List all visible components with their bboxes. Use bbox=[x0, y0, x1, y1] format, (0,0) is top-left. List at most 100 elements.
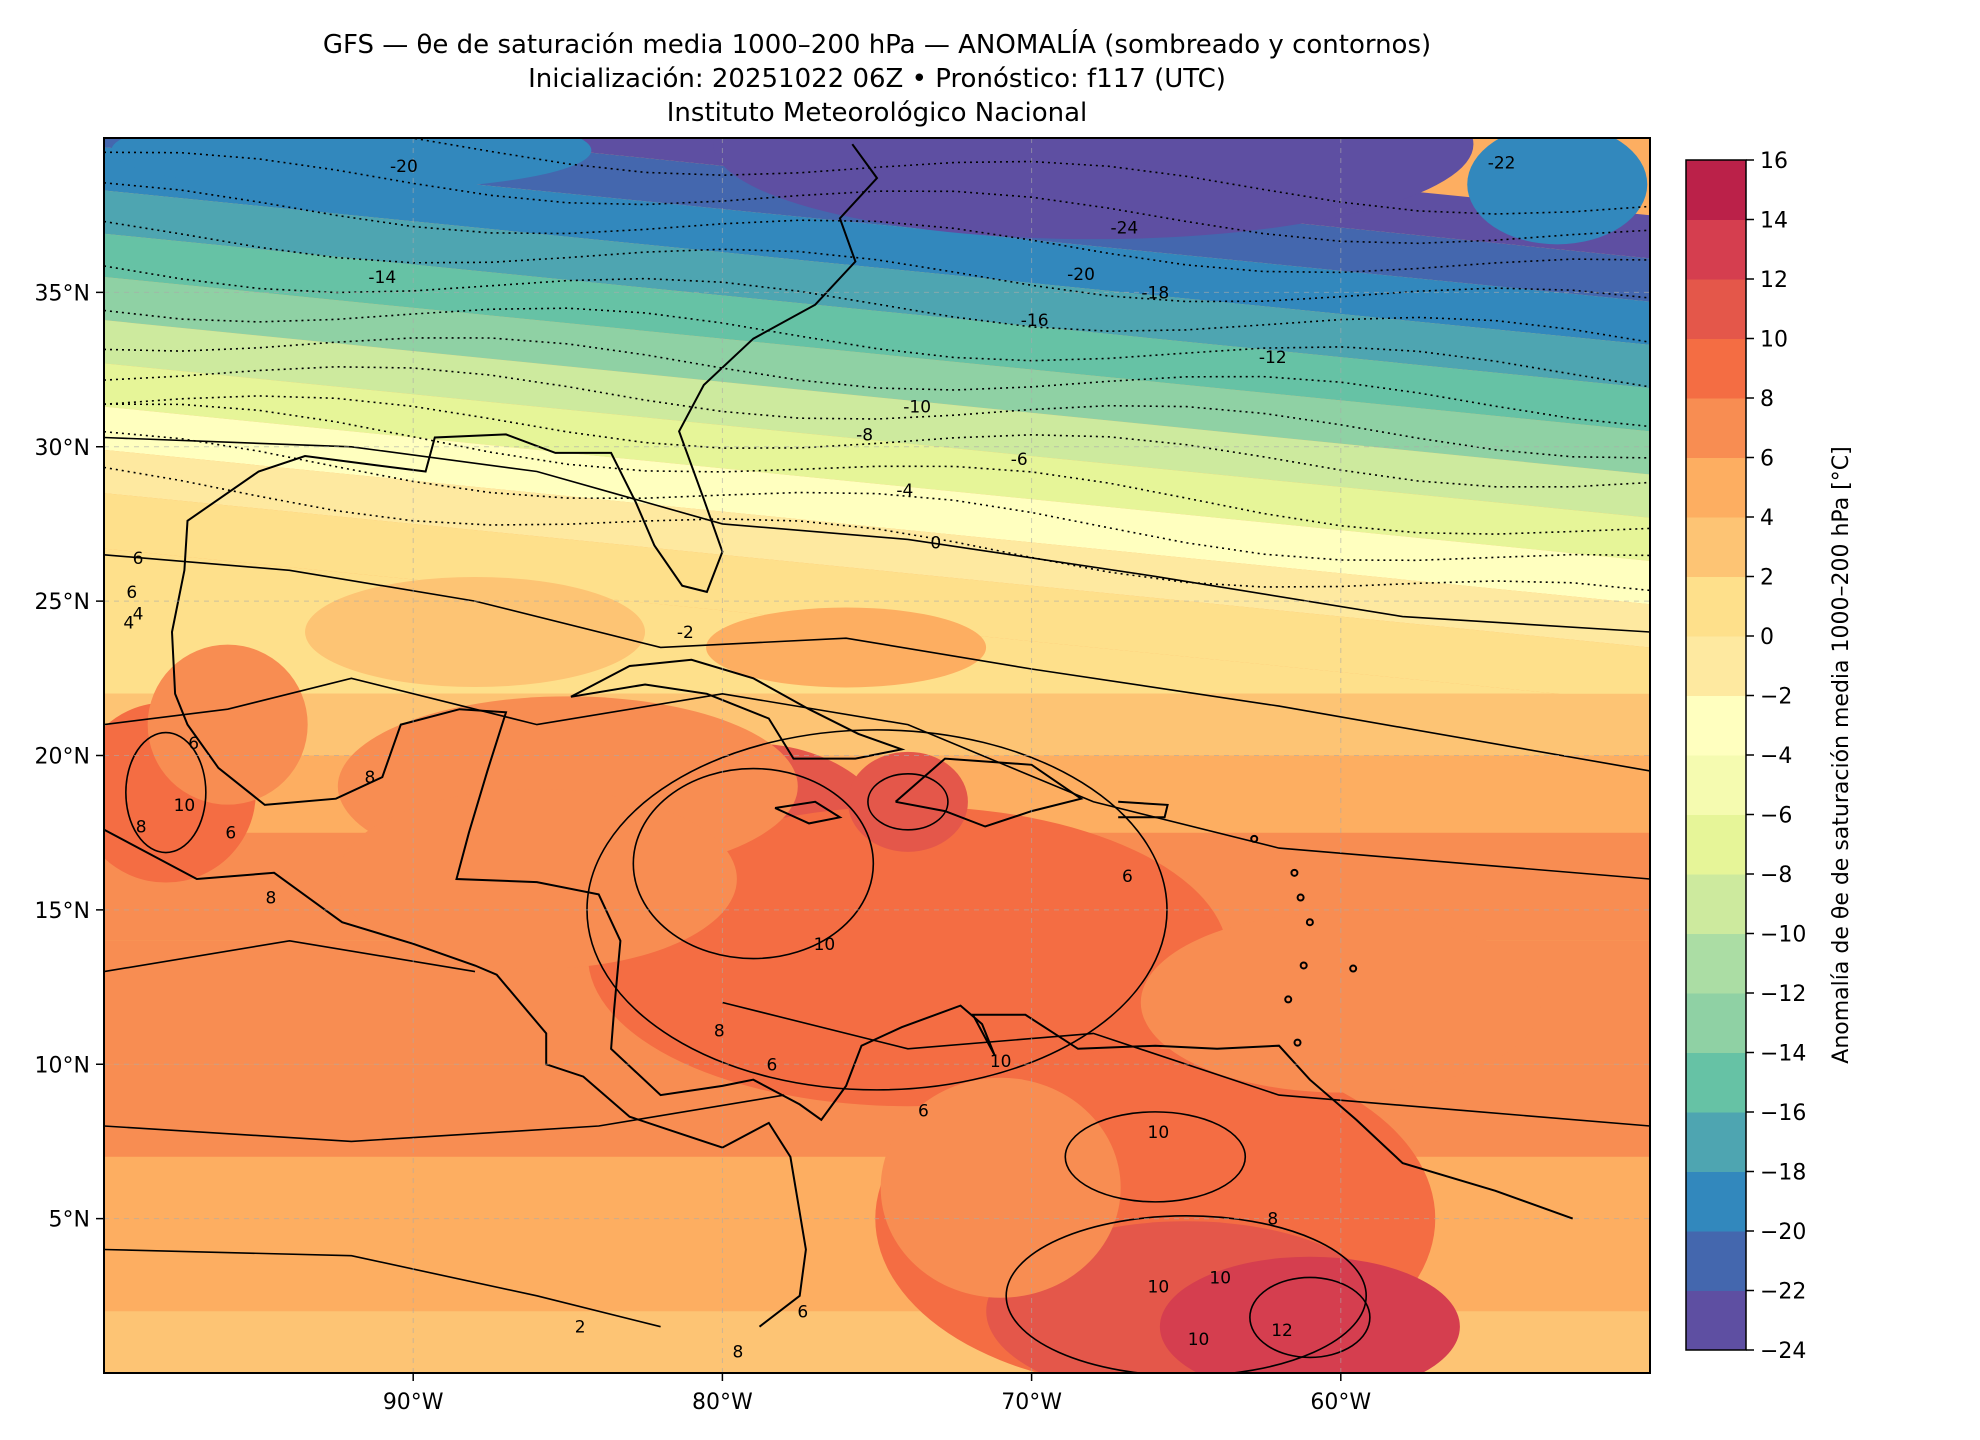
colorbar-band bbox=[1686, 1112, 1746, 1172]
contour-label: 10 bbox=[1209, 1268, 1231, 1288]
contour-label: 10 bbox=[814, 935, 836, 955]
contour-label: -6 bbox=[1011, 450, 1028, 470]
colorbar-tick-label: −16 bbox=[1760, 1101, 1806, 1126]
contour-label: 0 bbox=[930, 533, 941, 553]
colorbar-tick-label: 8 bbox=[1760, 387, 1774, 412]
colorbar-tick-label: 4 bbox=[1760, 506, 1774, 531]
colorbar-bands bbox=[1686, 160, 1746, 1351]
colorbar-band bbox=[1686, 814, 1746, 875]
contour-label: -2 bbox=[677, 623, 694, 643]
lon-tick-label: 90°W bbox=[383, 1390, 444, 1415]
contour-label: 10 bbox=[990, 1052, 1012, 1072]
colorbar-band bbox=[1686, 636, 1746, 696]
contour-label: -10 bbox=[903, 398, 931, 418]
colorbar-tick-label: −10 bbox=[1760, 923, 1806, 948]
contour-label: 6 bbox=[797, 1302, 808, 1322]
contour-label: -20 bbox=[390, 157, 418, 177]
contour-label: 8 bbox=[364, 768, 375, 788]
colorbar-band bbox=[1686, 1171, 1746, 1232]
contour-label: 10 bbox=[174, 796, 196, 816]
lat-tick-label: 30°N bbox=[35, 436, 90, 461]
colorbar-tick-label: −20 bbox=[1760, 1220, 1806, 1245]
contour-label: 6 bbox=[133, 549, 144, 569]
colorbar-band bbox=[1686, 219, 1746, 280]
contour-labels: -20 -22 -24 -20 -18 -14 -16 -12 -10 -8 -6 -4 0 -2 6 10 8… bbox=[123, 154, 1515, 1363]
colorbar-band bbox=[1686, 1290, 1746, 1351]
contour-label: 8 bbox=[136, 818, 147, 838]
colorbar-tick-label: 12 bbox=[1760, 268, 1788, 293]
colorbar-band bbox=[1686, 576, 1746, 637]
anomaly-shading bbox=[104, 138, 1650, 1373]
colorbar-tick-label: −24 bbox=[1760, 1339, 1806, 1364]
contour-label: 6 bbox=[126, 583, 137, 603]
lat-tick-label: 15°N bbox=[35, 899, 90, 924]
contour-label: 6 bbox=[188, 734, 199, 754]
colorbar-band bbox=[1686, 338, 1746, 399]
colorbar: −24−22−20−18−16−14−12−10−8−6−4−202468101… bbox=[1685, 149, 1854, 1364]
contour-label: 10 bbox=[1148, 1278, 1170, 1298]
colorbar-tick-label: 6 bbox=[1760, 447, 1774, 472]
contour-label: -20 bbox=[1067, 265, 1095, 285]
contour-label: 2 bbox=[575, 1318, 586, 1338]
lat-tick-label: 20°N bbox=[35, 745, 90, 770]
contour-label: -4 bbox=[896, 481, 913, 501]
title-main: GFS — θe de saturación media 1000–200 hP… bbox=[322, 30, 1432, 60]
contour-label: 10 bbox=[1188, 1330, 1210, 1350]
contour-label: 6 bbox=[766, 1055, 777, 1075]
lon-tick-label: 60°W bbox=[1310, 1390, 1371, 1415]
contour-label: 8 bbox=[1267, 1210, 1278, 1230]
contour-label: 8 bbox=[714, 1021, 725, 1041]
contour-label: -22 bbox=[1488, 154, 1516, 174]
colorbar-band bbox=[1686, 874, 1746, 934]
colorbar-band bbox=[1686, 933, 1746, 994]
colorbar-band bbox=[1686, 755, 1746, 815]
contour-label: 12 bbox=[1271, 1321, 1293, 1341]
colorbar-tick-label: 0 bbox=[1760, 625, 1774, 650]
colorbar-tick-label: 2 bbox=[1760, 566, 1774, 591]
coastline bbox=[104, 143, 1574, 1328]
lon-tick-label: 80°W bbox=[692, 1390, 753, 1415]
colorbar-band bbox=[1686, 457, 1746, 518]
map-gridlines bbox=[104, 138, 1650, 1373]
contour-label: 8 bbox=[732, 1342, 743, 1362]
colorbar-tick-label: −22 bbox=[1760, 1280, 1806, 1305]
colorbar-tick-label: −14 bbox=[1760, 1042, 1806, 1067]
colorbar-band bbox=[1686, 695, 1746, 756]
contour-label: -8 bbox=[856, 425, 873, 445]
colorbar-band bbox=[1686, 993, 1746, 1053]
colorbar-band bbox=[1686, 398, 1746, 458]
colorbar-tick-label: −12 bbox=[1760, 982, 1806, 1007]
colorbar-band bbox=[1686, 517, 1746, 577]
colorbar-tick-label: −18 bbox=[1760, 1161, 1806, 1186]
lat-tick-label: 10°N bbox=[35, 1053, 90, 1078]
contour-label: 4 bbox=[133, 604, 144, 624]
lat-tick-label: 35°N bbox=[35, 281, 90, 306]
colorbar-band bbox=[1686, 279, 1746, 339]
contour-label: 6 bbox=[1122, 867, 1133, 887]
contour-label: -12 bbox=[1259, 348, 1287, 368]
colorbar-tick-label: 10 bbox=[1760, 328, 1788, 353]
colorbar-tick-label: −2 bbox=[1760, 685, 1792, 710]
contour-label: -14 bbox=[368, 268, 396, 288]
colorbar-tick-label: 16 bbox=[1760, 149, 1788, 174]
contour-label: -18 bbox=[1141, 283, 1169, 303]
colorbar-tick-label: −6 bbox=[1760, 804, 1792, 829]
colorbar-band bbox=[1686, 1052, 1746, 1113]
lon-tick-label: 70°W bbox=[1001, 1390, 1062, 1415]
contour-label: 8 bbox=[266, 889, 277, 909]
contour-label: -24 bbox=[1110, 219, 1138, 239]
colorbar-band bbox=[1686, 1231, 1746, 1291]
colorbar-ticks: −24−22−20−18−16−14−12−10−8−6−4−202468101… bbox=[1746, 149, 1806, 1364]
contour-label: 10 bbox=[1148, 1123, 1170, 1143]
colorbar-tick-label: 14 bbox=[1760, 209, 1788, 234]
lat-tick-label: 5°N bbox=[49, 1208, 90, 1233]
contour-label: -16 bbox=[1021, 311, 1049, 331]
map-axes: 90°W 80°W 70°W 60°W35°N30°N25°N20°N15°N10°N… bbox=[35, 281, 1372, 1415]
title-init: Inicialización: 20251022 06Z • Pronóstic… bbox=[528, 64, 1226, 94]
colorbar-band bbox=[1686, 160, 1746, 220]
lat-tick-label: 25°N bbox=[35, 590, 90, 615]
colorbar-tick-label: −8 bbox=[1760, 863, 1792, 888]
map-plot-area: -20 -22 -24 -20 -18 -14 -16 -12 -10 -8 -6 -4 0 -2 6 10 8… bbox=[104, 138, 1650, 1373]
contour-label: 6 bbox=[918, 1102, 929, 1122]
